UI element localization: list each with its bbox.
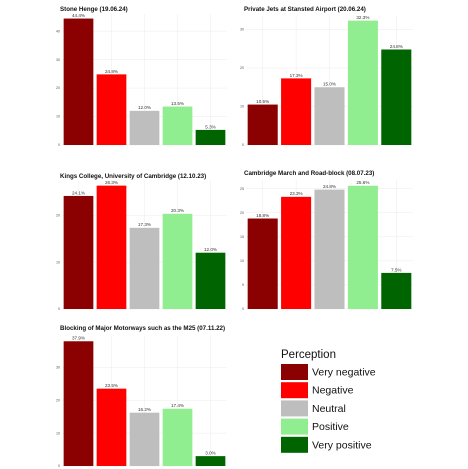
bar — [96, 185, 127, 309]
data-label: 24.8% — [390, 44, 403, 49]
bar — [347, 20, 378, 145]
data-label: 44.4% — [72, 13, 85, 18]
y-tick-label: 25 — [240, 187, 244, 191]
bar — [96, 388, 127, 466]
chart-title: Private Jets at Stansted Airport (20.06.… — [244, 6, 366, 13]
chart-title: Stone Henge (19.06.24) — [60, 6, 128, 13]
bar — [129, 110, 160, 145]
data-label: 37.9% — [72, 336, 85, 341]
chart-title: Cambridge March and Road-block (08.07.23… — [244, 170, 374, 177]
bar — [129, 227, 160, 309]
y-tick-label: 20 — [56, 213, 60, 217]
bar — [314, 189, 345, 309]
bar — [63, 18, 94, 146]
bar — [381, 49, 412, 145]
bar — [347, 185, 378, 309]
y-tick-label: 10 — [240, 259, 244, 263]
bar — [195, 129, 226, 145]
data-label: 17.4% — [171, 403, 184, 408]
legend-label: Positive — [312, 421, 349, 433]
data-label: 17.3% — [290, 73, 303, 78]
chart-panel: 0 10 20 30 Blocking of Major Motorways such … — [56, 325, 227, 468]
legend-swatch — [281, 436, 308, 453]
y-tick-label: 30 — [56, 58, 60, 62]
bar — [281, 196, 312, 309]
legend-swatch — [281, 364, 308, 380]
data-label: 7.5% — [391, 267, 401, 272]
legend-label: Very positive — [312, 439, 372, 451]
data-label: 12.0% — [138, 105, 151, 110]
y-tick-label: 0 — [58, 307, 60, 311]
y-tick-label: 30 — [240, 28, 244, 32]
legend-items: Very negative Negative Neutral Positive Very… — [281, 364, 376, 453]
data-label: 24.8% — [105, 69, 118, 74]
y-tick-label: 10 — [56, 115, 60, 119]
y-tick-label: 20 — [240, 211, 244, 215]
data-label: 20.3% — [171, 208, 184, 213]
data-label: 17.3% — [138, 222, 151, 227]
bar — [314, 87, 345, 145]
data-label: 23.5% — [105, 383, 118, 388]
data-label: 25.6% — [356, 180, 369, 185]
data-label: 15.0% — [323, 82, 336, 87]
bar — [129, 412, 160, 466]
legend-swatch — [281, 400, 308, 417]
data-label: 5.3% — [205, 124, 215, 129]
chart-panel: 0 10 20 30 40 Stone Henge (19.06.24)44.4% 24.8… — [56, 6, 227, 147]
y-tick-label: 15 — [240, 235, 244, 239]
legend-label: Negative — [312, 385, 354, 397]
legend-label: Neutral — [312, 403, 346, 415]
bar — [247, 104, 278, 145]
bar — [195, 252, 226, 309]
data-label: 32.3% — [356, 15, 369, 20]
y-tick-label: 0 — [58, 464, 60, 468]
bar — [96, 74, 127, 145]
data-label: 13.5% — [171, 101, 184, 106]
bar — [162, 106, 193, 145]
bar — [63, 195, 94, 309]
bar — [195, 456, 226, 466]
chart-panel: 0 10 20 Kings College, University of Cambri… — [56, 173, 227, 311]
chart-panel: 0 5 10 15 20 25 Cambridge March and Road-block… — [240, 170, 413, 311]
y-tick-label: 0 — [242, 307, 244, 311]
legend-swatch — [281, 382, 308, 399]
bar — [281, 78, 312, 145]
y-tick-label: 40 — [56, 29, 60, 33]
legend-title: Perception — [281, 349, 336, 361]
y-tick-label: 0 — [58, 143, 60, 147]
data-label: 23.3% — [290, 191, 303, 196]
y-tick-label: 30 — [56, 365, 60, 369]
y-tick-label: 10 — [240, 105, 244, 109]
y-tick-label: 20 — [56, 86, 60, 90]
legend: Perception Very negative Negative Neutral P… — [281, 349, 376, 453]
data-label: 24.8% — [323, 184, 336, 189]
bar — [162, 408, 193, 466]
data-label: 26.3% — [105, 180, 118, 185]
y-tick-label: 20 — [56, 398, 60, 402]
legend-label: Very negative — [312, 367, 376, 379]
bar — [247, 218, 278, 309]
bar — [162, 213, 193, 309]
y-tick-label: 10 — [56, 260, 60, 264]
chart-title: Blocking of Major Motorways such as the … — [60, 325, 225, 332]
chart-panels: 0 10 20 30 40 Stone Henge (19.06.24)44.4% 24.8… — [56, 6, 413, 468]
data-label: 18.8% — [256, 213, 269, 218]
bar — [381, 272, 412, 309]
y-tick-label: 0 — [242, 143, 244, 147]
chart-title: Kings College, University of Cambridge (… — [60, 173, 206, 180]
data-label: 12.0% — [204, 247, 217, 252]
legend-swatch — [281, 418, 308, 435]
y-tick-label: 5 — [242, 283, 244, 287]
data-label: 16.2% — [138, 407, 151, 412]
data-label: 10.5% — [256, 99, 269, 104]
data-label: 3.0% — [205, 451, 215, 456]
y-tick-label: 10 — [56, 431, 60, 435]
y-tick-label: 20 — [240, 66, 244, 70]
data-label: 24.1% — [72, 190, 85, 195]
chart-panel: 0 10 20 30 Private Jets at Stansted Airport … — [240, 6, 413, 147]
bar — [63, 341, 94, 466]
